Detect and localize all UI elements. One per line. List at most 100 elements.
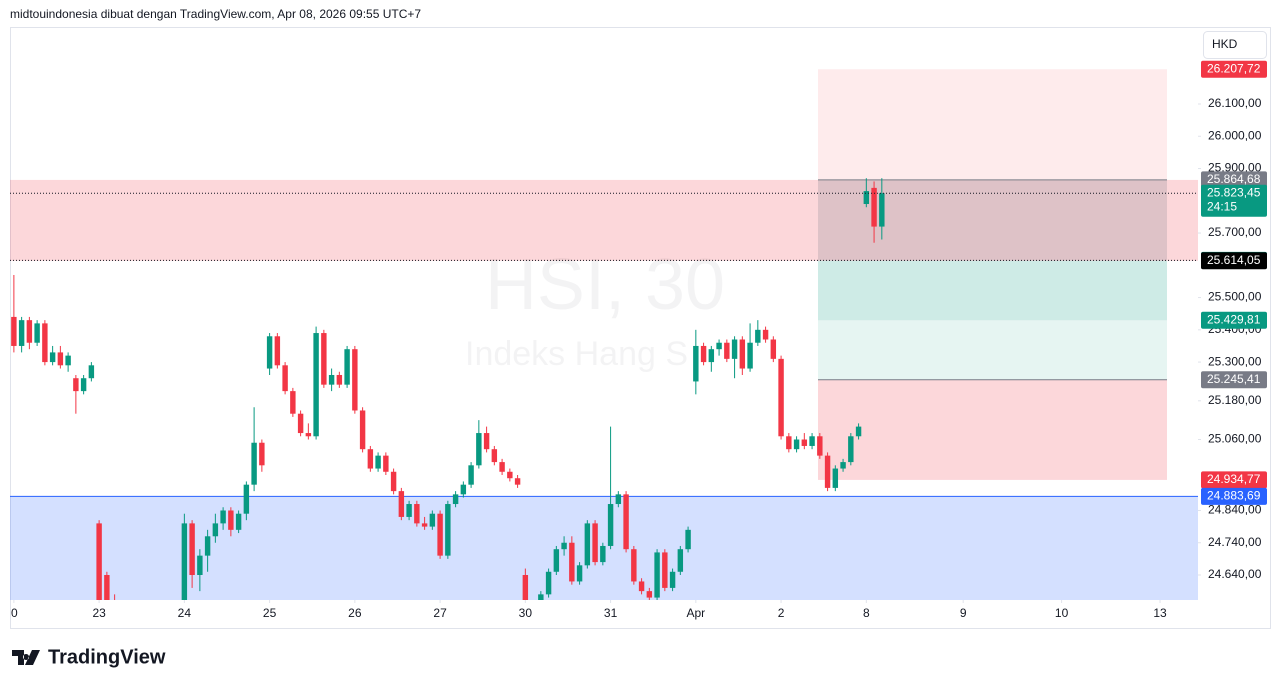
candle-body: [73, 378, 79, 392]
zone: [818, 320, 1167, 380]
candle-body: [414, 504, 420, 524]
candle-body: [824, 455, 831, 488]
x-tick-label: 24: [178, 606, 192, 620]
candle-body: [460, 484, 467, 495]
candle-body: [406, 504, 412, 517]
candle-body: [80, 378, 87, 392]
candle-body: [762, 329, 769, 340]
x-tick-label: 23: [92, 606, 106, 620]
currency-button[interactable]: [1203, 31, 1267, 59]
candle-body: [786, 436, 792, 450]
candle-body: [863, 191, 870, 205]
zone: [818, 379, 1167, 480]
candle-body: [352, 349, 358, 411]
candle-body: [809, 436, 815, 446]
logo-icon: [12, 650, 40, 665]
candle-body: [793, 439, 800, 450]
candle-body: [290, 391, 296, 414]
candle-body: [34, 323, 40, 343]
candle-body: [26, 320, 33, 343]
candle-body: [305, 433, 312, 437]
candle-body: [708, 349, 715, 363]
candle-body: [282, 365, 288, 392]
candle-body: [514, 478, 521, 485]
candle-body: [592, 523, 598, 563]
candle-body: [197, 555, 203, 575]
x-tick-label: 2: [778, 606, 785, 620]
candle-body: [700, 345, 707, 363]
x-tick-label: 31: [604, 606, 618, 620]
candle-body: [545, 571, 552, 595]
candle-body: [328, 374, 335, 385]
candle-body: [429, 513, 436, 527]
candle-body: [274, 336, 281, 366]
x-tick-label: 8: [863, 606, 870, 620]
candle-body: [88, 365, 95, 379]
candle-body: [259, 442, 265, 466]
candle-body: [638, 581, 645, 592]
candle-body: [770, 339, 777, 359]
candle-body: [848, 436, 854, 463]
y-tick-label: 26.000,00: [1208, 128, 1262, 142]
candle-body: [654, 552, 660, 598]
candle-body: [607, 504, 614, 546]
candle-body: [755, 329, 761, 343]
candle-body: [739, 339, 746, 369]
price-label: 24.883,69: [1207, 489, 1261, 503]
y-tick-label: 25.700,00: [1208, 225, 1262, 239]
candle-body: [166, 633, 171, 646]
y-tick-label: 24.840,00: [1208, 503, 1262, 517]
y-tick-label: 25.300,00: [1208, 354, 1262, 368]
price-label: 25.245,41: [1207, 372, 1261, 386]
zone: [818, 69, 1167, 180]
price-labels: 26.207,7225.864,6825.823,4524:1525.615,4…: [1201, 60, 1267, 505]
candle-body: [359, 410, 366, 450]
candle-body: [476, 433, 482, 466]
x-tick-label: 13: [1153, 606, 1167, 620]
candle-body: [561, 542, 567, 550]
candle-body: [421, 523, 428, 527]
candle-body: [693, 345, 699, 382]
candle-body: [483, 433, 490, 450]
price-label: 25.864,68: [1207, 172, 1261, 186]
price-label-box: [1201, 311, 1267, 329]
candle-body: [600, 545, 606, 563]
watermark: HSI, 30 Indeks Hang S: [465, 245, 725, 373]
candle-body: [553, 549, 560, 572]
currency[interactable]: HKD: [1212, 37, 1238, 51]
candle-body: [112, 601, 117, 636]
candle-body: [879, 193, 885, 227]
price-label-box: [1201, 471, 1267, 489]
x-tick-label: 9: [960, 606, 967, 620]
candle-body: [747, 342, 753, 369]
candle-body: [468, 465, 474, 485]
x-tick-label: 10: [1055, 606, 1069, 620]
candle-body: [11, 316, 17, 346]
candle-body: [522, 574, 529, 600]
price-label-box: [1201, 487, 1267, 505]
countdown: 24:15: [1207, 199, 1237, 213]
x-tick-label: 30: [519, 606, 533, 620]
candle-body: [840, 462, 846, 469]
logo-text: TradingView: [48, 646, 166, 668]
price-label: 25.614,05: [1207, 253, 1261, 267]
candle-body: [669, 571, 676, 588]
candle-body: [321, 333, 327, 385]
y-tick-label: 25.500,00: [1208, 290, 1262, 304]
candle-body: [871, 187, 877, 227]
candle-body: [832, 468, 839, 488]
y-tick-label: 25.900,00: [1208, 161, 1262, 175]
candle-body: [445, 504, 451, 556]
y-tick-label: 25.060,00: [1208, 432, 1262, 446]
watermark-name: Indeks Hang S: [465, 335, 688, 373]
candle-body: [716, 342, 722, 350]
x-tick-label: 0: [11, 606, 18, 620]
candle-body: [104, 574, 110, 600]
price-label-box: [1201, 252, 1267, 270]
candle-body: [646, 591, 653, 598]
candle-body: [96, 523, 102, 600]
watermark-symbol: HSI, 30: [485, 245, 725, 325]
candle-body: [507, 471, 513, 479]
